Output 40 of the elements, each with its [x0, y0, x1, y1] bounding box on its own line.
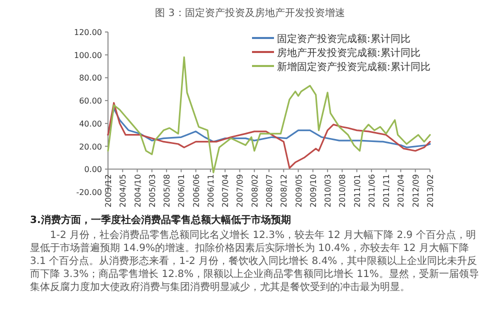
x-tick-label: 2004/05: [118, 174, 128, 208]
y-tick-label: -20.00: [76, 188, 102, 197]
x-tick-label: 2009/05: [294, 174, 304, 208]
y-tick-label: 20.00: [79, 142, 102, 152]
y-tick-label: 0.00: [84, 165, 102, 174]
x-tick-label: 2008/02: [250, 174, 260, 208]
x-tick-label: 2006/01: [177, 174, 186, 208]
x-tick-label: 2003/12: [104, 174, 113, 208]
x-tick-label: 2005/03: [148, 174, 157, 208]
y-tick-label: 80.00: [79, 74, 102, 83]
x-tick-label: 2006/11: [206, 174, 216, 208]
text: 1-2 月份，社会消费品零售总额同比名义增长 12.3%，较去年 12 月大幅下降 2.9 个百分点，明显低于市场普遍预期 14.9%的增速。扣除价格因素后实际增长为 10.4%，亦较去年 12 月大幅下降 3.1 个百分点。从消费形态来看，1-2 月份，餐饮收入同比增长 8.4%，其中限额以上企业同比未升反而下降 3.3%；商品零售增长 12.8%，限额以上企业商品零售额同比增长 11%。显然，受新一届领导集体反腐力度加大使政府消费与集团消费明显减少，尤其是餐饮受到的冲击最为明显。: [30, 229, 480, 294]
y-tick-label: 60.00: [79, 96, 102, 106]
line-series: [107, 102, 431, 169]
y-tick-label: 120.00: [74, 28, 102, 37]
chart-title: 图 3：固定资产投资及房地产开发投资增速: [155, 7, 345, 19]
text: 3.消费方面，一季度社会消费品零售总额大幅低于市场预期: [30, 214, 292, 227]
y-tick-label: 40.00: [79, 119, 102, 128]
x-tick-label: 2006/06: [192, 174, 201, 208]
x-tick-label: 2012/09: [411, 174, 420, 208]
line-series: [107, 56, 431, 174]
x-tick-label: 2011/01: [352, 174, 362, 208]
y-tick-label: 100.00: [74, 50, 102, 60]
x-tick-label: 2005/08: [162, 174, 172, 208]
x-tick-label: 2011/11: [382, 174, 392, 208]
x-tick-label: 2007/04: [221, 174, 230, 208]
x-tick-label: 2009/10: [308, 174, 318, 208]
x-tick-label: 2008/07: [265, 174, 274, 208]
legend-label: 房地产开发投资完成额:累计同比: [277, 47, 420, 59]
line-series: [107, 108, 431, 148]
x-tick-label: 2007/09: [236, 174, 245, 208]
x-tick-label: 2010/03: [324, 174, 333, 208]
legend-label: 固定资产投资完成额:累计同比: [277, 33, 410, 45]
x-tick-label: 2013/02: [426, 174, 435, 208]
x-tick-label: 2012/04: [396, 174, 406, 208]
x-tick-label: 2008/12: [280, 174, 289, 208]
legend-label: 新增固定资产投资完成额:累计同比: [277, 61, 430, 73]
x-tick-label: 2004/10: [133, 174, 142, 208]
x-tick-label: 2010/08: [338, 174, 348, 208]
x-tick-label: 2011/06: [367, 174, 376, 208]
